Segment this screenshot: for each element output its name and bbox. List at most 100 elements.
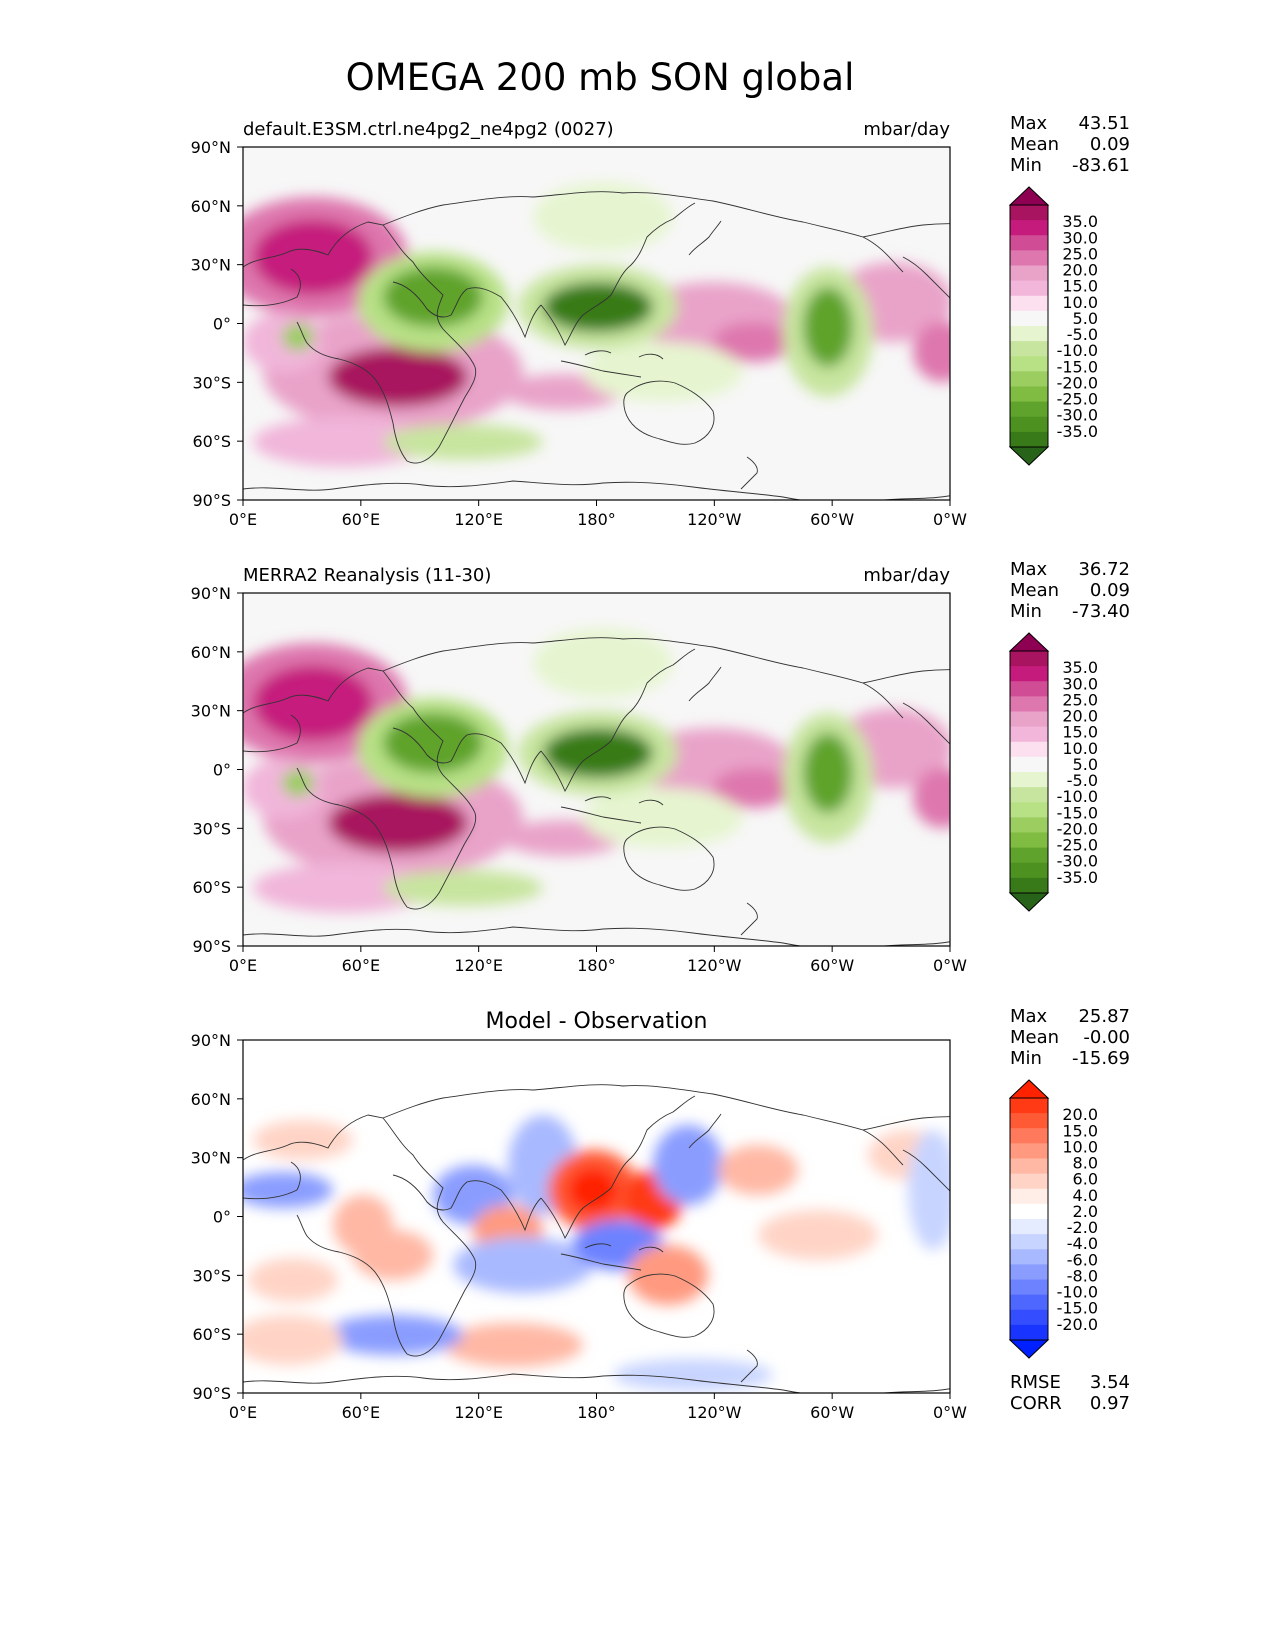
x-tick-label: 60°W: [810, 510, 854, 529]
colorbar-segment: [1010, 205, 1048, 221]
colorbar-segment: [1010, 401, 1048, 418]
contour-region: [913, 768, 950, 828]
y-tick-label: 90°S: [192, 937, 231, 956]
stat-label: Max: [1010, 113, 1048, 134]
y-tick-label: 30°N: [191, 702, 231, 721]
colorbar-segment: [1010, 1203, 1048, 1220]
colorbar: 35.030.025.020.015.010.05.0-5.0-10.0-15.…: [1008, 186, 1098, 466]
x-tick-label: 120°W: [687, 510, 742, 529]
y-tick-label: 60°N: [191, 1090, 231, 1109]
contour-region: [253, 1120, 353, 1160]
y-tick-label: 30°N: [191, 256, 231, 275]
colorbar-segment: [1010, 1234, 1048, 1250]
contour-region: [583, 788, 743, 848]
contour-region: [328, 347, 468, 407]
colorbar-level: 4.0: [1073, 1186, 1098, 1205]
stat-value: -83.61: [1072, 155, 1130, 176]
contour-region: [383, 713, 483, 773]
colorbar-level: -35.0: [1057, 868, 1098, 887]
colorbar-segment: [1010, 681, 1048, 697]
colorbar-level: -4.0: [1067, 1234, 1098, 1253]
y-tick-label: 30°N: [191, 1149, 231, 1168]
map-panel-2: MERRA2 Reanalysis (11-30) mbar/day 0°E 60°E…: [191, 559, 1130, 975]
colorbar-segment: [1010, 772, 1048, 788]
colorbar: 20.015.010.08.06.04.02.0-2.0-4.0-6.0-8.0…: [1008, 1079, 1098, 1359]
stat-value: 25.87: [1078, 1006, 1130, 1027]
x-tick-label: 0°W: [933, 1403, 967, 1422]
colorbar-level: -25.0: [1057, 390, 1098, 409]
stat-value: -15.69: [1072, 1048, 1130, 1069]
x-tick-label: 0°E: [229, 1403, 257, 1422]
stat-value: 0.09: [1090, 580, 1130, 601]
contour-region: [713, 768, 793, 808]
contour-region: [253, 665, 373, 741]
x-tick-label: 0°E: [229, 510, 257, 529]
stat-label: Min: [1010, 155, 1042, 176]
colorbar-level: 20.0: [1062, 261, 1098, 280]
stat-label: Mean: [1010, 134, 1059, 155]
colorbar-segment: [1010, 1098, 1048, 1114]
stat-value: -0.00: [1083, 1027, 1130, 1048]
map-panel-3: Model - Observation 0°E 60°E 120°E 180° 120°W…: [191, 1006, 1130, 1422]
bottom-stat-label: RMSE: [1010, 1372, 1061, 1393]
colorbar-level: -20.0: [1057, 819, 1098, 838]
colorbar-level: 15.0: [1062, 1121, 1098, 1140]
contour-region: [653, 1125, 723, 1205]
colorbar-segment: [1010, 341, 1048, 357]
stat-label: Max: [1010, 559, 1048, 580]
y-tick-label: 90°N: [191, 138, 231, 157]
contour-region: [718, 1145, 798, 1195]
panel-units: mbar/day: [863, 565, 950, 586]
colorbar-segment: [1010, 1188, 1048, 1205]
figure-title: OMEGA 200 mb SON global: [346, 56, 855, 99]
colorbar-segment: [1010, 265, 1048, 282]
colorbar-level: 35.0: [1062, 212, 1098, 231]
y-tick-label: 60°S: [192, 1325, 231, 1344]
colorbar-segment: [1010, 847, 1048, 864]
contour-region: [282, 769, 314, 797]
contour-region: [453, 1237, 593, 1293]
colorbar-level: -10.0: [1057, 1283, 1098, 1302]
contour-region: [543, 728, 653, 778]
colorbar-segment: [1010, 1264, 1048, 1280]
colorbar-level: 10.0: [1062, 1137, 1098, 1156]
colorbar-segment: [1010, 431, 1048, 448]
colorbar-segment: [1010, 386, 1048, 403]
colorbar-level: 20.0: [1062, 1105, 1098, 1124]
colorbar-segment: [1010, 651, 1048, 667]
colorbar-level: 30.0: [1062, 228, 1098, 247]
contour-region: [913, 322, 950, 382]
contour-region: [353, 1230, 433, 1280]
colorbar-level: -10.0: [1057, 341, 1098, 360]
colorbar-level: 10.0: [1062, 739, 1098, 758]
bottom-stat-value: 0.97: [1090, 1393, 1130, 1414]
stat-value: 0.09: [1090, 134, 1130, 155]
panel-left-title: MERRA2 Reanalysis (11-30): [243, 565, 491, 586]
colorbar-segment: [1010, 802, 1048, 818]
contour-region: [328, 793, 468, 853]
colorbar-level: -5.0: [1067, 771, 1098, 790]
colorbar-level: 30.0: [1062, 674, 1098, 693]
stat-label: Max: [1010, 1006, 1048, 1027]
colorbar-level: -30.0: [1057, 852, 1098, 871]
contour-region: [253, 417, 433, 467]
contour-region: [568, 1168, 618, 1212]
colorbar-level: -15.0: [1057, 357, 1098, 376]
colorbar-level: 15.0: [1062, 723, 1098, 742]
x-tick-label: 180°: [577, 956, 616, 975]
colorbar-level: -30.0: [1057, 406, 1098, 425]
colorbar-level: -20.0: [1057, 373, 1098, 392]
y-tick-label: 90°S: [192, 1384, 231, 1403]
colorbar-level: -35.0: [1057, 422, 1098, 441]
panel-units: mbar/day: [863, 119, 950, 140]
colorbar-segment: [1010, 862, 1048, 879]
x-tick-label: 60°W: [810, 1403, 854, 1422]
colorbar-level: 6.0: [1073, 1170, 1098, 1189]
colorbar-level: 10.0: [1062, 293, 1098, 312]
colorbar-segment: [1010, 741, 1048, 758]
panels: default.E3SM.ctrl.ne4pg2_ne4pg2 (0027) mb…: [191, 113, 1130, 1422]
colorbar-segment: [1010, 696, 1048, 712]
x-tick-label: 0°W: [933, 510, 967, 529]
colorbar-level: -25.0: [1057, 836, 1098, 855]
stat-value: 36.72: [1078, 559, 1130, 580]
